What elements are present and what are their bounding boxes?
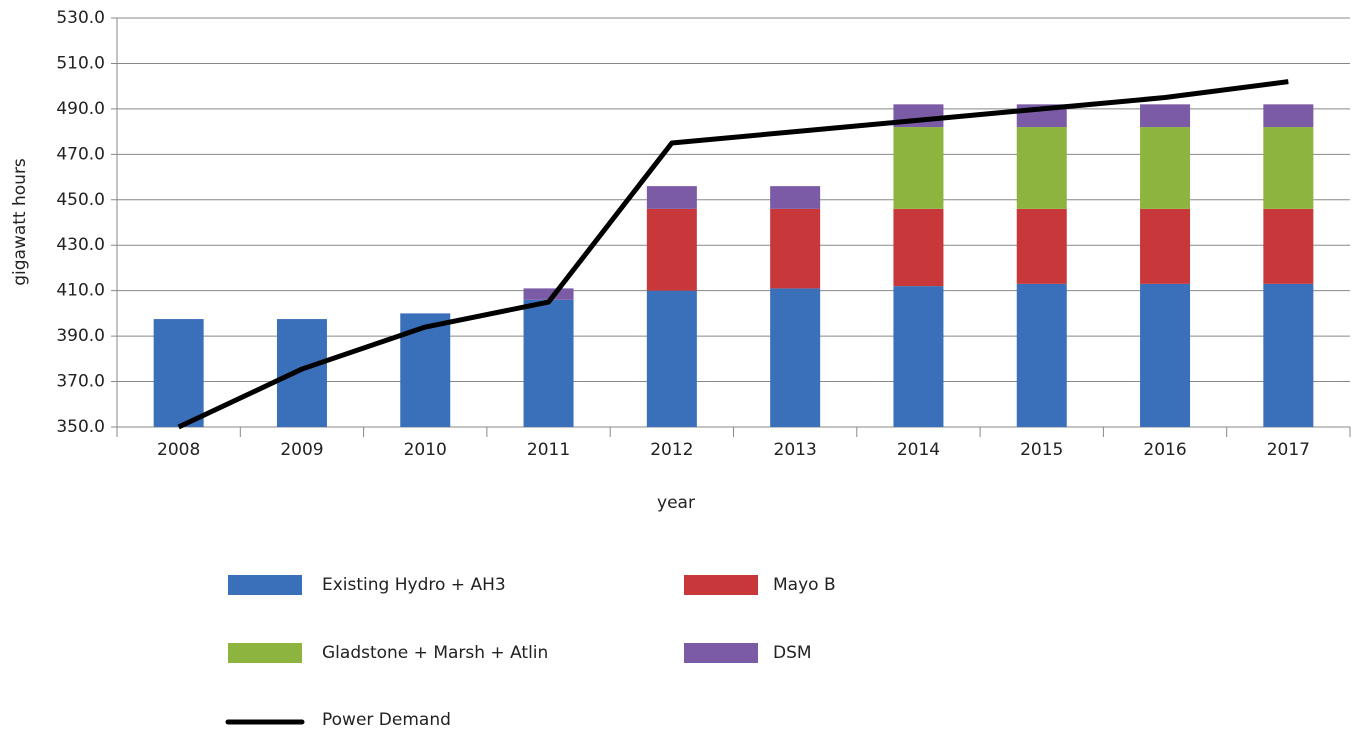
bar [770, 288, 821, 427]
legend-label: Gladstone + Marsh + Atlin [322, 643, 548, 663]
y-tick-label: 530.0 [56, 8, 105, 28]
bar [1140, 283, 1191, 427]
legend-label: Mayo B [773, 575, 836, 595]
bar [1263, 283, 1314, 427]
bar [523, 288, 574, 300]
x-tick-label: 2015 [1020, 440, 1063, 460]
legend-label: Power Demand [322, 710, 451, 730]
bar [1140, 127, 1191, 209]
y-tick-label: 410.0 [56, 281, 105, 301]
x-tick-label: 2008 [157, 440, 200, 460]
x-tick-label: 2009 [280, 440, 323, 460]
x-tick-label: 2011 [527, 440, 570, 460]
bar [893, 127, 944, 209]
x-tick-label: 2010 [404, 440, 447, 460]
bar [1016, 208, 1067, 284]
y-tick-label: 450.0 [56, 190, 105, 210]
bar [1263, 104, 1314, 128]
y-tick-label: 510.0 [56, 53, 105, 73]
bar [1016, 127, 1067, 209]
bar [1263, 208, 1314, 284]
x-tick-label: 2012 [650, 440, 693, 460]
y-tick-label: 470.0 [56, 144, 105, 164]
x-axis-label: year [657, 493, 695, 513]
legend-label: DSM [773, 643, 812, 663]
bar [276, 319, 327, 427]
bar [646, 186, 697, 209]
bar [1016, 283, 1067, 427]
bar [153, 319, 204, 427]
bar [1140, 104, 1191, 128]
y-tick-label: 430.0 [56, 235, 105, 255]
bar [523, 299, 574, 427]
legend-swatch [684, 575, 758, 595]
line [177, 79, 1289, 430]
bar [646, 208, 697, 291]
bar [893, 208, 944, 287]
x-tick-label: 2016 [1143, 440, 1186, 460]
y-tick-label: 390.0 [56, 326, 105, 346]
x-tick-label: 2017 [1267, 440, 1310, 460]
legend-swatch [228, 575, 302, 595]
bar [770, 208, 821, 289]
legend-swatch [684, 643, 758, 663]
legend-swatch [228, 643, 302, 663]
legend-label: Existing Hydro + AH3 [322, 575, 506, 595]
bar [646, 290, 697, 427]
bar [1263, 127, 1314, 209]
y-tick-label: 350.0 [56, 417, 105, 437]
x-tick-label: 2014 [897, 440, 940, 460]
bar [1140, 208, 1191, 284]
x-tick-label: 2013 [774, 440, 817, 460]
y-axis-label: gigawatt hours [10, 158, 30, 286]
y-tick-label: 370.0 [56, 372, 105, 392]
y-tick-label: 490.0 [56, 99, 105, 119]
bar [770, 186, 821, 209]
bar [893, 286, 944, 427]
